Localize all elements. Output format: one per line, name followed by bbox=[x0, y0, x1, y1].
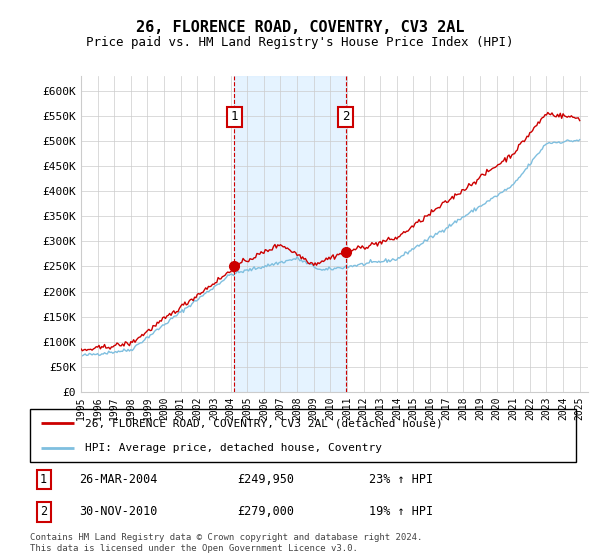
Text: £279,000: £279,000 bbox=[238, 505, 295, 519]
Text: 26-MAR-2004: 26-MAR-2004 bbox=[79, 473, 158, 486]
Text: 19% ↑ HPI: 19% ↑ HPI bbox=[368, 505, 433, 519]
Text: 23% ↑ HPI: 23% ↑ HPI bbox=[368, 473, 433, 486]
Text: Price paid vs. HM Land Registry's House Price Index (HPI): Price paid vs. HM Land Registry's House … bbox=[86, 36, 514, 49]
Text: £249,950: £249,950 bbox=[238, 473, 295, 486]
Bar bbox=[235, 76, 346, 392]
Text: 30-NOV-2010: 30-NOV-2010 bbox=[79, 505, 158, 519]
Text: 1: 1 bbox=[230, 110, 238, 123]
Text: 2: 2 bbox=[40, 505, 47, 519]
Text: 2: 2 bbox=[342, 110, 349, 123]
Text: 26, FLORENCE ROAD, COVENTRY, CV3 2AL (detached house): 26, FLORENCE ROAD, COVENTRY, CV3 2AL (de… bbox=[85, 418, 442, 428]
Text: Contains HM Land Registry data © Crown copyright and database right 2024.
This d: Contains HM Land Registry data © Crown c… bbox=[30, 533, 422, 553]
Text: 1: 1 bbox=[40, 473, 47, 486]
Text: 26, FLORENCE ROAD, COVENTRY, CV3 2AL: 26, FLORENCE ROAD, COVENTRY, CV3 2AL bbox=[136, 20, 464, 35]
Text: HPI: Average price, detached house, Coventry: HPI: Average price, detached house, Cove… bbox=[85, 442, 382, 452]
